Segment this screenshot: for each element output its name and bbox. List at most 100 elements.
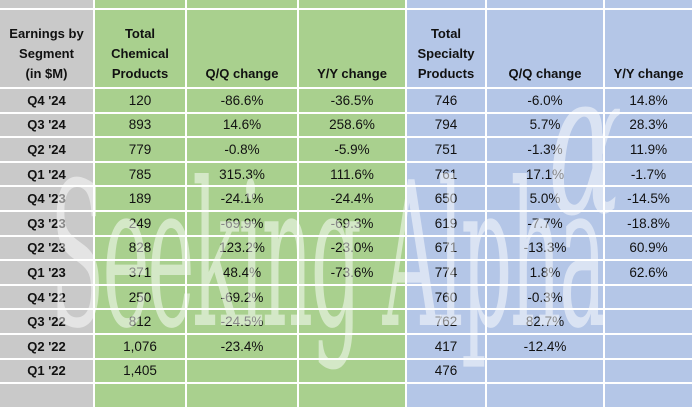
header-line: Products <box>417 66 475 81</box>
header-row: Earnings by Segment (in $M) Total Chemic… <box>0 10 692 87</box>
cell-chemical-yy-change <box>299 384 405 407</box>
cell-specialty-qq-change: 5.7% <box>487 113 603 137</box>
cell-chemical-qq-change: -24.5% <box>187 310 297 333</box>
top-strip-cell <box>0 0 93 8</box>
header-specialty-qq: Q/Q change <box>487 10 603 87</box>
header-line: Q/Q change <box>508 66 582 81</box>
cell-specialty-yy-change: 11.9% <box>605 138 692 161</box>
header-specialty-yy: Y/Y change <box>605 10 692 87</box>
table-row: Q4 '22 250 -69.2% 760 -0.3% <box>0 285 692 309</box>
cell-specialty-qq-change <box>487 384 603 407</box>
cell-specialty-yy-change: 60.9% <box>605 236 692 260</box>
cell-chemical-qq-change: 123.2% <box>187 236 297 260</box>
cell-chemical-qq-change: -23.4% <box>187 334 297 358</box>
cell-specialty-yy-change: -14.5% <box>605 187 692 210</box>
cell-specialty-total: 619 <box>407 211 485 235</box>
cell-specialty-qq-change: -0.3% <box>487 285 603 309</box>
cell-specialty-total: 476 <box>407 359 485 383</box>
cell-chemical-yy-change <box>299 359 405 383</box>
cell-chemical-yy-change: 258.6% <box>299 113 405 137</box>
cell-specialty-qq-change: -6.0% <box>487 89 603 112</box>
cell-quarter-label: Q2 '22 <box>0 334 93 358</box>
cell-chemical-qq-change: -86.6% <box>187 89 297 112</box>
header-chemical-yy: Y/Y change <box>299 10 405 87</box>
cell-chemical-total: 779 <box>95 138 185 161</box>
header-corner-line: Earnings by <box>9 26 84 41</box>
cell-specialty-yy-change: -1.7% <box>605 162 692 186</box>
cell-chemical-total: 189 <box>95 187 185 210</box>
cell-specialty-total: 761 <box>407 162 485 186</box>
cell-chemical-total: 249 <box>95 211 185 235</box>
header-line: Q/Q change <box>205 66 279 81</box>
cell-chemical-qq-change <box>187 359 297 383</box>
top-strip-cell <box>407 0 485 8</box>
header-line: Y/Y change <box>317 66 387 81</box>
table-row: Q1 '22 1,405 476 <box>0 359 692 383</box>
cell-quarter-label: Q1 '22 <box>0 359 93 383</box>
cell-chemical-qq-change <box>187 384 297 407</box>
cell-quarter-label: Q2 '24 <box>0 138 93 161</box>
cell-specialty-total: 746 <box>407 89 485 112</box>
cell-chemical-total: 1,076 <box>95 334 185 358</box>
cell-quarter-label: Q3 '22 <box>0 310 93 333</box>
cell-specialty-total: 774 <box>407 261 485 284</box>
cell-chemical-qq-change: -69.2% <box>187 285 297 309</box>
cell-chemical-total: 120 <box>95 89 185 112</box>
cell-chemical-yy-change: -73.6% <box>299 261 405 284</box>
top-strip-cell <box>95 0 185 8</box>
cell-specialty-total <box>407 384 485 407</box>
cell-chemical-yy-change <box>299 285 405 309</box>
cell-chemical-yy-change: -5.9% <box>299 138 405 161</box>
table-row: Q3 '24 893 14.6% 258.6% 794 5.7% 28.3% <box>0 113 692 137</box>
cell-quarter-label <box>0 384 93 407</box>
cell-chemical-total: 893 <box>95 113 185 137</box>
top-strip-cell <box>605 0 692 8</box>
cell-chemical-total <box>95 384 185 407</box>
header-specialty-total: Total Specialty Products <box>407 10 485 87</box>
cell-chemical-qq-change: 14.6% <box>187 113 297 137</box>
cell-specialty-yy-change <box>605 334 692 358</box>
header-line: Y/Y change <box>613 66 684 81</box>
cell-chemical-yy-change: -69.3% <box>299 211 405 235</box>
cell-specialty-qq-change: 17.1% <box>487 162 603 186</box>
cell-quarter-label: Q3 '23 <box>0 211 93 235</box>
table-row: Q1 '23 371 48.4% -73.6% 774 1.8% 62.6% <box>0 261 692 284</box>
table-row <box>0 384 692 407</box>
cell-chemical-yy-change: -23.0% <box>299 236 405 260</box>
cell-chemical-total: 828 <box>95 236 185 260</box>
cell-quarter-label: Q1 '23 <box>0 261 93 284</box>
cell-specialty-qq-change <box>487 359 603 383</box>
header-chemical-qq: Q/Q change <box>187 10 297 87</box>
table-row: Q3 '23 249 -69.9% -69.3% 619 -7.7% -18.8% <box>0 211 692 235</box>
cell-specialty-total: 762 <box>407 310 485 333</box>
cell-specialty-total: 760 <box>407 285 485 309</box>
cell-specialty-yy-change: 62.6% <box>605 261 692 284</box>
top-partial-row <box>0 0 692 8</box>
header-corner-line: (in $M) <box>25 66 68 81</box>
cell-specialty-qq-change: -13.3% <box>487 236 603 260</box>
header-chemical-total: Total Chemical Products <box>95 10 185 87</box>
cell-quarter-label: Q4 '24 <box>0 89 93 112</box>
table-body: Q4 '24 120 -86.6% -36.5% 746 -6.0% 14.8% Q3 '24… <box>0 89 692 407</box>
cell-specialty-qq-change: 82.7% <box>487 310 603 333</box>
table-row: Q4 '24 120 -86.6% -36.5% 746 -6.0% 14.8% <box>0 89 692 112</box>
cell-specialty-yy-change <box>605 359 692 383</box>
cell-chemical-yy-change <box>299 334 405 358</box>
table-row: Q2 '23 828 123.2% -23.0% 671 -13.3% 60.9% <box>0 236 692 260</box>
cell-specialty-qq-change: -7.7% <box>487 211 603 235</box>
table-row: Q3 '22 812 -24.5% 762 82.7% <box>0 310 692 333</box>
cell-chemical-qq-change: -0.8% <box>187 138 297 161</box>
cell-specialty-total: 671 <box>407 236 485 260</box>
header-line: Total <box>124 26 156 41</box>
header-line: Chemical <box>111 46 169 61</box>
cell-chemical-yy-change: -36.5% <box>299 89 405 112</box>
cell-quarter-label: Q4 '23 <box>0 187 93 210</box>
header-corner: Earnings by Segment (in $M) <box>0 10 93 87</box>
cell-specialty-yy-change: 28.3% <box>605 113 692 137</box>
table-row: Q4 '23 189 -24.1% -24.4% 650 5.0% -14.5% <box>0 187 692 210</box>
top-strip-cell <box>299 0 405 8</box>
cell-specialty-qq-change: -12.4% <box>487 334 603 358</box>
cell-chemical-qq-change: -69.9% <box>187 211 297 235</box>
cell-chemical-yy-change: 111.6% <box>299 162 405 186</box>
